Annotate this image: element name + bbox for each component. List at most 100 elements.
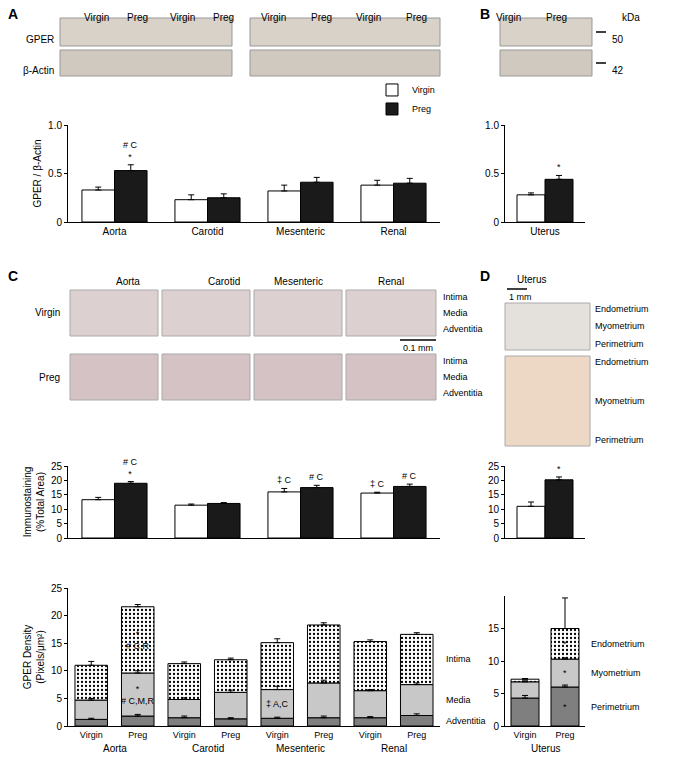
svg-text:20: 20 <box>488 475 500 486</box>
svg-text:Preg: Preg <box>311 12 332 23</box>
svg-text:Preg: Preg <box>546 12 567 23</box>
svg-text:0.1 mm: 0.1 mm <box>403 343 433 353</box>
svg-text:Preg: Preg <box>127 12 148 23</box>
svg-text:Virgin: Virgin <box>80 730 103 740</box>
svg-text:*: * <box>563 639 567 649</box>
svg-text:Virgin: Virgin <box>173 730 196 740</box>
svg-text:*: * <box>557 162 561 172</box>
svg-text:*: * <box>557 464 561 474</box>
svg-text:0: 0 <box>493 721 499 732</box>
svg-text:Mesenteric: Mesenteric <box>274 276 323 287</box>
svg-text:0: 0 <box>493 217 499 228</box>
svg-text:# C*: # C* <box>123 140 138 162</box>
svg-text:Intima: Intima <box>443 356 468 366</box>
svg-text:5: 5 <box>493 518 499 529</box>
svg-text:kDa: kDa <box>622 12 640 23</box>
svg-text:1.0: 1.0 <box>485 120 499 131</box>
svg-text:Virgin: Virgin <box>84 12 109 23</box>
svg-text:Mesenteric: Mesenteric <box>276 743 325 754</box>
svg-text:Adventitia: Adventitia <box>443 388 483 398</box>
svg-text:Uterus: Uterus <box>530 226 559 237</box>
svg-text:0: 0 <box>56 533 62 544</box>
svg-text:# C: # C <box>402 471 417 481</box>
svg-text:25: 25 <box>51 583 63 594</box>
svg-text:Virgin: Virgin <box>356 12 381 23</box>
svg-text:25: 25 <box>488 461 500 472</box>
svg-text:*# C,R: *# C,R <box>126 629 150 651</box>
svg-text:Myometrium: Myometrium <box>591 668 641 678</box>
svg-text:10: 10 <box>488 656 500 667</box>
svg-text:β-Actin: β-Actin <box>23 65 54 76</box>
svg-text:*# C,M,R: *# C,M,R <box>121 684 155 706</box>
svg-text:*: * <box>563 702 567 712</box>
svg-text:Renal: Renal <box>381 743 407 754</box>
svg-text:Carotid: Carotid <box>192 743 224 754</box>
svg-text:Virgin: Virgin <box>261 12 286 23</box>
svg-text:Endometrium: Endometrium <box>591 639 645 649</box>
svg-text:15: 15 <box>51 638 63 649</box>
svg-text:1 mm: 1 mm <box>509 292 532 302</box>
svg-text:Endometrium: Endometrium <box>595 357 649 367</box>
svg-text:Virgin: Virgin <box>359 730 382 740</box>
svg-text:*: * <box>563 668 567 678</box>
svg-text:5: 5 <box>56 693 62 704</box>
svg-text:Myometrium: Myometrium <box>595 396 645 406</box>
svg-text:0.5: 0.5 <box>48 168 62 179</box>
svg-text:A: A <box>8 6 18 22</box>
svg-text:Media: Media <box>443 372 468 382</box>
svg-text:‡ C: ‡ C <box>370 479 385 489</box>
svg-text:GPER Density(Pixels/μm²): GPER Density(Pixels/μm²) <box>22 625 46 689</box>
svg-text:Virgin: Virgin <box>170 12 195 23</box>
svg-text:Carotid: Carotid <box>208 276 240 287</box>
svg-text:20: 20 <box>51 475 63 486</box>
svg-text:15: 15 <box>51 489 63 500</box>
svg-text:Immunostaining(%Total Area): Immunostaining(%Total Area) <box>22 467 46 538</box>
svg-text:Intima: Intima <box>443 292 468 302</box>
svg-text:Media: Media <box>443 308 468 318</box>
svg-text:B: B <box>480 6 490 22</box>
svg-text:D: D <box>480 268 490 284</box>
svg-text:Virgin: Virgin <box>514 730 537 740</box>
svg-text:Adventitia: Adventitia <box>443 324 483 334</box>
svg-text:GPER: GPER <box>26 34 54 45</box>
svg-text:Preg: Preg <box>407 730 426 740</box>
svg-text:25: 25 <box>51 461 63 472</box>
svg-text:‡ C: ‡ C <box>277 475 292 485</box>
svg-text:Preg: Preg <box>128 730 147 740</box>
svg-text:10: 10 <box>51 665 63 676</box>
svg-text:Aorta: Aorta <box>103 743 127 754</box>
svg-text:Aorta: Aorta <box>116 276 140 287</box>
svg-text:0: 0 <box>493 533 499 544</box>
svg-text:Myometrium: Myometrium <box>595 321 645 331</box>
svg-text:Perimetrium: Perimetrium <box>591 702 640 712</box>
svg-text:Preg: Preg <box>555 730 574 740</box>
svg-text:0.5: 0.5 <box>485 168 499 179</box>
svg-text:15: 15 <box>488 489 500 500</box>
svg-text:50: 50 <box>612 34 624 45</box>
svg-text:Carotid: Carotid <box>191 226 223 237</box>
svg-text:42: 42 <box>612 65 624 76</box>
svg-text:Preg: Preg <box>213 12 234 23</box>
svg-text:Virgin: Virgin <box>496 12 521 23</box>
svg-text:20: 20 <box>51 610 63 621</box>
svg-text:Mesenteric: Mesenteric <box>276 226 325 237</box>
svg-text:Aorta: Aorta <box>103 226 127 237</box>
svg-text:Preg: Preg <box>221 730 240 740</box>
svg-text:Preg: Preg <box>39 372 60 383</box>
svg-text:Uterus: Uterus <box>517 274 546 285</box>
svg-text:Virgin: Virgin <box>412 85 435 95</box>
svg-text:Perimetrium: Perimetrium <box>595 435 644 445</box>
svg-text:10: 10 <box>51 504 63 515</box>
svg-text:Virgin: Virgin <box>35 307 60 318</box>
svg-text:Preg: Preg <box>406 12 427 23</box>
svg-text:Media: Media <box>446 695 471 705</box>
svg-text:Preg: Preg <box>314 730 333 740</box>
svg-text:10: 10 <box>488 504 500 515</box>
svg-text:0: 0 <box>56 217 62 228</box>
svg-text:Endometrium: Endometrium <box>595 304 649 314</box>
svg-text:0: 0 <box>56 721 62 732</box>
svg-text:5: 5 <box>493 688 499 699</box>
svg-text:Virgin: Virgin <box>266 730 289 740</box>
svg-text:# C*: # C* <box>123 457 138 479</box>
svg-text:Renal: Renal <box>378 276 404 287</box>
